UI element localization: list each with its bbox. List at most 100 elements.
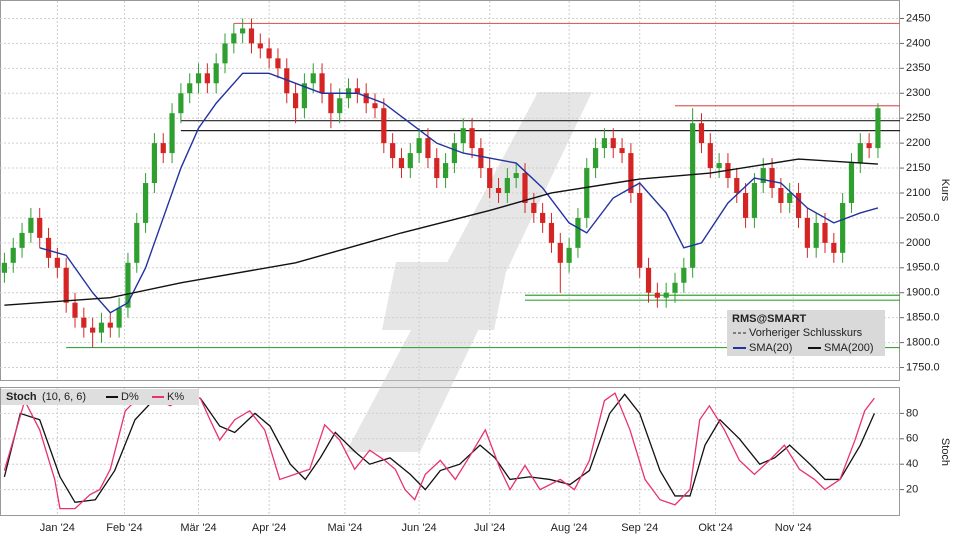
candle-body <box>240 28 246 34</box>
y-tick-label: 1850.0 <box>906 312 940 324</box>
legend: RMS@SMART Vorheriger Schlusskurs SMA(20) SM… <box>727 310 885 356</box>
candle-body <box>619 148 625 154</box>
candle-body <box>72 302 78 318</box>
candle-body <box>319 73 325 94</box>
y-tick-label: 1950.0 <box>906 262 940 274</box>
candle-body <box>292 93 299 109</box>
x-tick-label: Aug '24 <box>551 522 588 534</box>
candle-body <box>187 83 193 94</box>
y-tick-label: 40 <box>906 458 918 470</box>
y-tick-label: 2050.0 <box>906 212 940 224</box>
y-tick-label: 60 <box>906 433 918 445</box>
candle-body <box>134 222 140 263</box>
y-axis-label: Kurs <box>939 179 951 202</box>
candle-body <box>654 292 660 298</box>
candle-body <box>63 267 69 303</box>
candle-body <box>804 217 810 248</box>
y-tick-label: 2450 <box>906 12 930 24</box>
candle-body <box>151 143 158 184</box>
candle-body <box>469 128 475 149</box>
candle-body <box>760 168 766 184</box>
x-tick-label: Nov '24 <box>775 522 812 534</box>
y-tick-label: 1750.0 <box>906 361 940 373</box>
candle-body <box>787 192 793 203</box>
sma-line <box>4 158 878 306</box>
candle-body <box>831 242 837 253</box>
candle-body <box>337 98 343 114</box>
x-tick-label: Mai '24 <box>327 522 362 534</box>
candle-body <box>301 83 308 109</box>
candle-body <box>19 232 25 248</box>
candle-body <box>504 178 510 193</box>
candle-body <box>751 183 758 218</box>
candle-body <box>822 222 828 243</box>
x-tick-label: Sep '24 <box>621 522 658 534</box>
candle-body <box>372 103 378 109</box>
x-tick-label: Jul '24 <box>474 522 505 534</box>
y-tick-label: 2000 <box>906 237 930 249</box>
legend-label: SMA(20) <box>749 342 792 354</box>
y-tick-label: 1800.0 <box>906 337 940 349</box>
x-tick-label: Apr '24 <box>252 522 287 534</box>
candle-body <box>769 168 775 189</box>
candle-body <box>848 163 855 203</box>
candle-body <box>575 217 581 248</box>
legend-label: K% <box>167 391 184 403</box>
candle-body <box>98 322 105 333</box>
candle-body <box>495 188 502 193</box>
candle-body <box>478 148 484 169</box>
legend-label: Vorheriger Schlusskurs <box>749 327 863 339</box>
candle-body <box>45 237 52 258</box>
candle-body <box>875 108 881 149</box>
candle-body <box>690 123 696 268</box>
watermark <box>346 92 592 452</box>
y-tick-label: 80 <box>906 407 918 419</box>
candle-body <box>195 73 202 84</box>
legend-label: SMA(200) <box>824 342 874 354</box>
candle-body <box>716 163 722 169</box>
candle-body <box>698 123 705 144</box>
candle-body <box>637 192 643 268</box>
candle-body <box>734 178 740 193</box>
x-tick-label: Jun '24 <box>402 522 437 534</box>
candle-body <box>566 247 572 263</box>
candle-body <box>142 183 149 223</box>
y-tick-label: 2150 <box>906 162 930 174</box>
candle-body <box>54 257 60 268</box>
x-tick-label: Okt '24 <box>698 522 733 534</box>
stoch-panel <box>0 387 900 516</box>
candle-body <box>442 163 449 179</box>
candle-body <box>284 68 290 94</box>
candle-body <box>231 33 237 44</box>
candle-body <box>601 138 608 149</box>
candle-body <box>557 242 563 263</box>
candle-body <box>310 73 316 84</box>
x-tick-label: Feb '24 <box>106 522 142 534</box>
candle-body <box>178 93 184 114</box>
candle-body <box>795 192 802 218</box>
y-tick-label: 2400 <box>906 37 930 49</box>
legend-label: D% <box>121 391 139 403</box>
candle-body <box>390 143 396 159</box>
candle-body <box>425 138 431 159</box>
panel-title: Stoch <box>6 391 37 403</box>
candle-body <box>381 108 387 144</box>
candle-body <box>116 307 122 328</box>
candle-body <box>628 153 634 193</box>
candle-body <box>487 168 493 189</box>
candle-body <box>451 143 458 164</box>
candle-body <box>707 143 713 169</box>
candle-body <box>257 43 263 49</box>
candle-body <box>222 43 228 64</box>
candle-body <box>522 173 528 203</box>
candle-body <box>248 28 255 44</box>
candle-body <box>275 58 281 69</box>
sma-line <box>39 72 879 314</box>
candle-body <box>866 143 872 149</box>
candle-body <box>363 93 369 104</box>
candle-body <box>398 158 405 169</box>
candle-body <box>681 267 687 283</box>
plot-layer: Jan '24 Feb '24 Mär '24 Apr '24 Mai '24 Jun '… <box>0 1 940 534</box>
candle-body <box>531 202 537 213</box>
